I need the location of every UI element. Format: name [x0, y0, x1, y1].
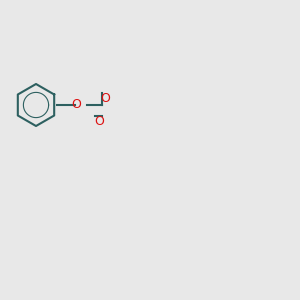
Text: O: O — [94, 115, 104, 128]
Text: O: O — [100, 92, 110, 106]
Text: O: O — [72, 98, 81, 112]
